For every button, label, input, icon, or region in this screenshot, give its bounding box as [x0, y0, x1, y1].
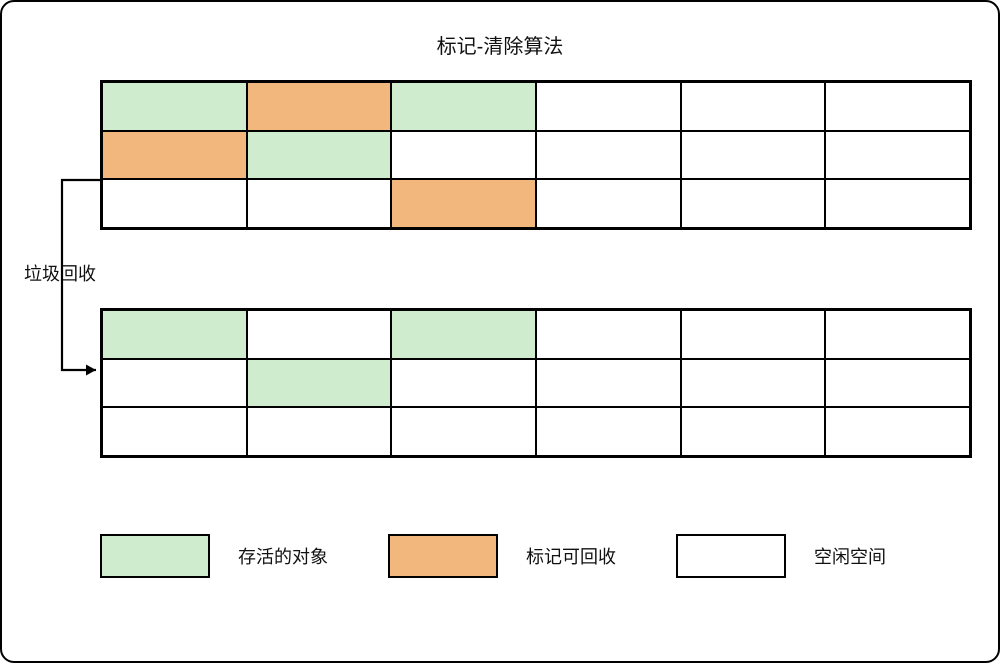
legend-label: 存活的对象	[238, 543, 328, 569]
legend-label: 标记可回收	[526, 543, 616, 569]
diagram-frame: 标记-清除算法 垃圾回收 存活的对象标记可回收空闲空间	[0, 0, 1000, 663]
legend-label: 空闲空间	[814, 543, 886, 569]
legend-item: 存活的对象	[100, 534, 328, 578]
legend-item: 空闲空间	[676, 534, 886, 578]
legend-swatch	[388, 534, 498, 578]
legend-item: 标记可回收	[388, 534, 616, 578]
legend-swatch	[676, 534, 786, 578]
legend-swatch	[100, 534, 210, 578]
legend: 存活的对象 标记可回收 空闲空间	[100, 534, 886, 578]
